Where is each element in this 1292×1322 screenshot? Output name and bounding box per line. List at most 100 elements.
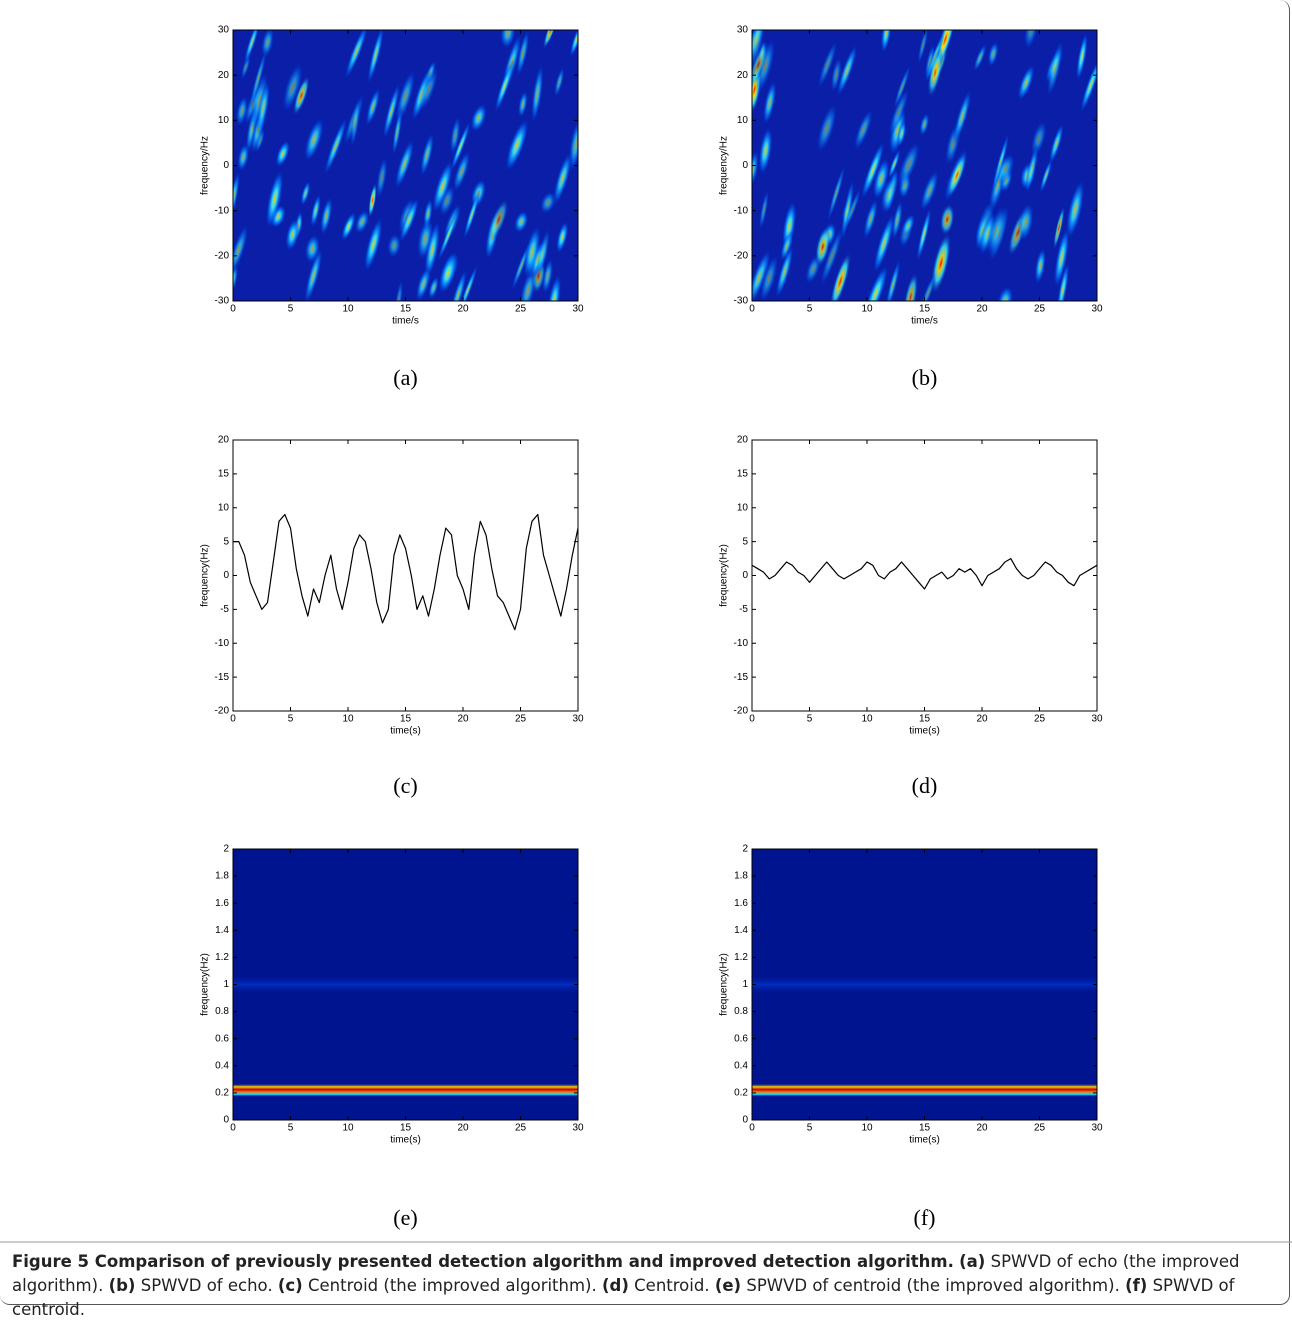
y-tick-label: 10 [737,115,749,126]
panel: 0 5 10 15 20 25 30 0 0.2 0.4 0.6 0.8 1 1.2 1.4 1.6 1.8 2 t… [200,844,584,1230]
panel: 0 5 10 15 20 25 30 -30 -20 -10 0 10 20 30 time/s freque… [719,25,1103,390]
spectral-streak [256,79,271,137]
x-tick-label: 30 [572,304,584,315]
y-tick-label: 2 [223,844,229,855]
y-tick-label: 0.6 [215,1033,229,1044]
spectral-streak [919,168,940,213]
x-tick-label: 5 [807,1123,813,1134]
y-tick-label: -5 [739,604,748,615]
spectral-streak [973,42,987,73]
spectral-streak [304,233,321,265]
x-tick-label: 25 [1034,1123,1046,1134]
spectral-streak [391,106,403,158]
x-tick-label: 30 [1091,714,1103,725]
caption-segment: (b) [108,1276,136,1295]
spectral-streak [1052,204,1065,251]
x-tick-label: 0 [230,1123,236,1134]
y-tick-label: -15 [734,672,749,683]
spectral-streak [829,251,852,301]
spectral-streak [947,152,968,198]
x-tick-label: 30 [1091,1123,1103,1134]
y-tick-label: 5 [742,536,748,547]
axes-frame [232,439,579,712]
spectral-streak [365,86,381,128]
caption-segment: Centroid (the improved algorithm). [307,1276,597,1295]
caption-segment: SPWVD of echo (the improved algorithm). [12,1252,1240,1295]
spectral-streak [569,30,578,59]
panel-label: (f) [914,1205,936,1230]
panel-label: (c) [393,773,417,798]
spectral-streak [836,42,858,99]
spectral-streak [843,186,862,233]
y-tick-label: -20 [215,706,230,717]
spectral-streak [754,36,776,96]
caption-segment: Centroid. [634,1276,710,1295]
x-tick-label: 25 [515,714,527,725]
y-tick-label: 15 [218,469,230,480]
x-tick-label: 20 [457,304,469,315]
spectral-streak [901,213,916,238]
x-tick-label: 30 [1091,304,1103,315]
spectral-streak [826,162,846,224]
spectral-streak [952,87,972,145]
spectral-streak [452,149,471,194]
spectral-band [233,1083,578,1097]
x-tick-label: 0 [749,714,755,725]
panel-label: (b) [912,365,938,390]
y-tick-label: 0.4 [215,1060,229,1071]
x-tick-label: 15 [919,304,931,315]
y-tick-label: 0 [742,570,748,581]
x-tick-label: 15 [919,1123,931,1134]
y-tick-label: 1 [742,979,748,990]
y-tick-label: -10 [734,205,749,216]
x-tick-label: 5 [807,304,813,315]
spectral-streak [349,97,361,150]
y-tick-label: 1.6 [215,898,229,909]
y-tick-label: 0.8 [215,1006,229,1017]
spectral-streak [394,278,404,301]
y-tick-label: 5 [223,536,229,547]
spectral-faint-band [752,976,1097,993]
spectral-streak [862,263,889,301]
spectral-streak [292,75,310,117]
x-tick-label: 20 [976,304,988,315]
spectral-streak [759,253,779,301]
spectral-streak [243,30,261,67]
heatmap [233,30,578,301]
spectral-streak [233,169,241,225]
spectral-streak [310,192,322,229]
x-tick-label: 10 [861,714,873,725]
spectral-streak [892,62,912,112]
spectral-streak [1046,38,1064,99]
x-tick-label: 15 [919,714,931,725]
caption-segment: SPWVD of centroid (the improved algorith… [746,1276,1120,1295]
x-axis-label: time(s) [390,1135,421,1146]
data-line [233,513,578,631]
x-tick-label: 10 [861,304,873,315]
spectral-streak [919,112,930,137]
spectral-streak [323,115,348,177]
spectral-streak [235,94,249,128]
spectral-band [752,1083,1097,1097]
caption-segment: SPWVD of echo. [140,1276,273,1295]
y-tick-label: -10 [734,638,749,649]
x-tick-label: 5 [288,1123,294,1134]
spectral-streak [382,80,401,142]
spectral-streak [752,247,772,301]
spectral-streak [375,155,388,201]
spectral-streak [917,30,929,67]
spectral-streak [344,30,369,81]
spectral-streak [340,211,357,242]
x-tick-label: 20 [976,1123,988,1134]
spectral-streak [431,158,454,215]
spectral-streak [363,215,384,274]
y-tick-label: -20 [215,250,230,261]
spectral-streak [265,168,284,231]
spectral-streak [830,55,843,94]
heatmap [752,30,1097,301]
x-tick-label: 25 [515,304,527,315]
y-tick-label: 20 [218,435,230,446]
caption-segment: (c) [277,1276,303,1295]
spectral-streak [1017,201,1035,243]
